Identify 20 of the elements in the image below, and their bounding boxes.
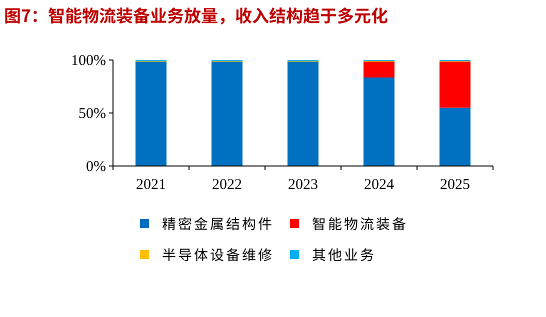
bar — [440, 62, 470, 108]
bar — [212, 62, 242, 166]
x-tick-label: 2022 — [212, 177, 242, 193]
chart-title: 图7：智能物流装备业务放量，收入结构趋于多元化 — [4, 2, 388, 27]
y-tick-label: 50% — [78, 106, 106, 122]
bar — [440, 108, 470, 166]
bar — [364, 77, 394, 166]
bar — [288, 62, 318, 166]
bar — [136, 62, 166, 166]
x-tick-label: 2021 — [136, 177, 166, 193]
x-tick-label: 2023 — [288, 177, 318, 193]
x-tick-label: 2025 — [440, 177, 470, 193]
y-tick-label: 0% — [86, 159, 106, 175]
bar — [364, 62, 394, 78]
legend-label: 精密金属结构件 — [162, 214, 274, 234]
legend-label: 智能物流装备 — [312, 214, 408, 234]
x-tick-label: 2024 — [364, 177, 394, 193]
legend-label: 半导体设备维修 — [162, 245, 274, 265]
y-tick-label: 100% — [71, 53, 106, 69]
legend-label: 其他业务 — [312, 245, 376, 265]
